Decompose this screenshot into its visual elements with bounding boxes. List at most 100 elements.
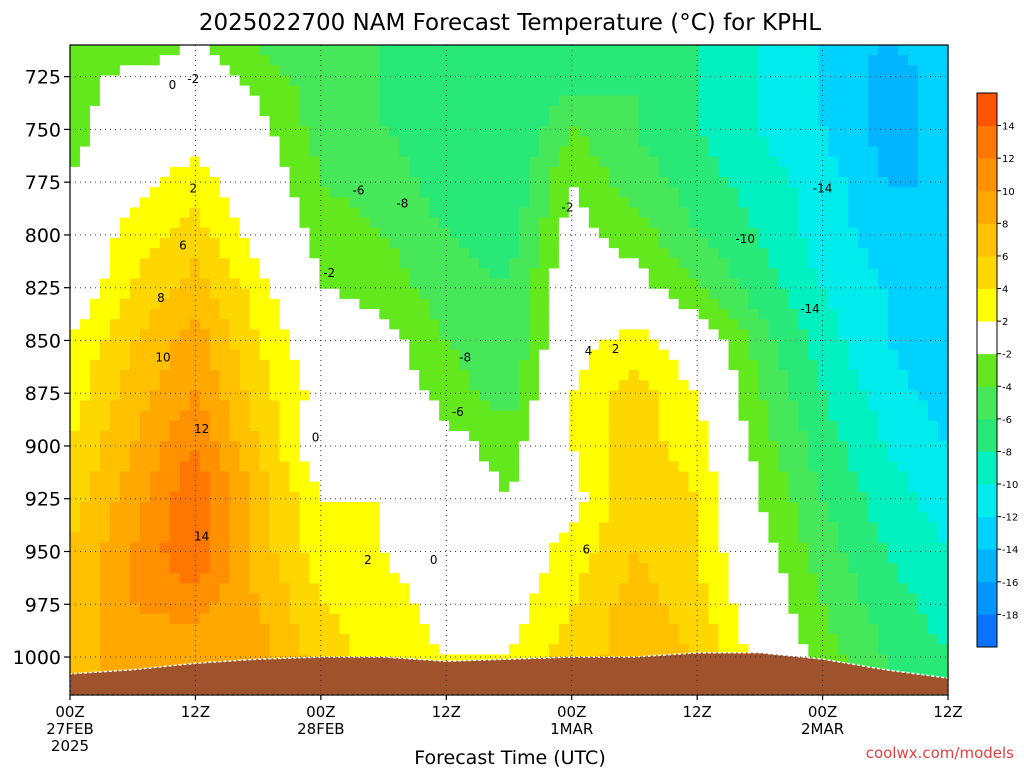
- temperature-cell: [469, 237, 480, 249]
- temperature-cell: [389, 532, 400, 544]
- temperature-cell: [678, 430, 690, 442]
- temperature-cell: [808, 156, 819, 168]
- temperature-cell: [918, 451, 929, 463]
- temperature-cell: [938, 298, 949, 310]
- temperature-cell: [319, 65, 331, 77]
- temperature-cell: [409, 319, 420, 330]
- temperature-cell: [229, 542, 241, 554]
- temperature-cell: [159, 75, 171, 87]
- temperature-cell: [89, 430, 101, 442]
- temperature-cell: [289, 116, 301, 127]
- temperature-cell: [528, 451, 540, 463]
- temperature-cell: [758, 522, 770, 534]
- temperature-cell: [898, 481, 909, 493]
- temperature-cell: [239, 593, 251, 605]
- temperature-cell: [279, 156, 291, 168]
- temperature-cell: [918, 349, 929, 361]
- temperature-cell: [109, 105, 121, 117]
- temperature-cell: [409, 227, 420, 239]
- temperature-cell: [339, 573, 350, 584]
- temperature-cell: [908, 207, 919, 219]
- temperature-cell: [748, 45, 760, 56]
- temperature-cell: [309, 217, 321, 229]
- temperature-cell: [798, 75, 809, 87]
- temperature-cell: [908, 471, 919, 483]
- temperature-cell: [399, 441, 410, 452]
- temperature-cell: [578, 95, 590, 107]
- temperature-cell: [568, 471, 580, 483]
- temperature-cell: [269, 359, 281, 371]
- temperature-cell: [369, 298, 380, 310]
- temperature-cell: [718, 380, 730, 391]
- temperature-cell: [688, 319, 700, 330]
- temperature-cell: [808, 258, 819, 270]
- temperature-cell: [289, 55, 301, 66]
- temperature-cell: [798, 349, 809, 361]
- temperature-cell: [109, 85, 121, 97]
- temperature-cell: [449, 593, 460, 605]
- temperature-cell: [668, 136, 680, 148]
- temperature-cell: [878, 562, 889, 574]
- temperature-cell: [409, 105, 420, 117]
- temperature-cell: [718, 451, 730, 463]
- temperature-cell: [459, 390, 470, 402]
- temperature-cell: [319, 573, 331, 584]
- temperature-cell: [309, 339, 321, 351]
- temperature-cell: [259, 268, 271, 280]
- temperature-cell: [588, 573, 600, 584]
- temperature-cell: [878, 380, 889, 391]
- temperature-cell: [239, 461, 251, 473]
- temperature-cell: [459, 339, 470, 351]
- temperature-cell: [558, 288, 570, 300]
- temperature-cell: [568, 248, 580, 259]
- temperature-cell: [788, 339, 799, 351]
- temperature-cell: [279, 512, 291, 523]
- temperature-cell: [469, 298, 480, 310]
- temperature-cell: [89, 562, 101, 574]
- temperature-cell: [309, 349, 321, 361]
- temperature-cell: [279, 319, 291, 330]
- temperature-cell: [299, 268, 311, 280]
- temperature-cell: [459, 197, 470, 209]
- temperature-cell: [429, 105, 440, 117]
- temperature-cell: [209, 65, 221, 77]
- temperature-cell: [918, 45, 929, 56]
- temperature-cell: [489, 319, 500, 330]
- temperature-cell: [628, 237, 640, 249]
- temperature-cell: [189, 197, 201, 209]
- temperature-cell: [259, 126, 271, 138]
- temperature-cell: [918, 75, 929, 87]
- temperature-cell: [678, 268, 690, 280]
- temperature-cell: [339, 512, 350, 523]
- temperature-cell: [828, 207, 839, 219]
- temperature-cell: [938, 329, 949, 341]
- temperature-cell: [429, 146, 440, 158]
- temperature-cell: [598, 380, 610, 391]
- temperature-cell: [279, 105, 291, 117]
- temperature-cell: [239, 481, 251, 493]
- temperature-cell: [568, 105, 580, 117]
- temperature-cell: [848, 542, 859, 554]
- temperature-cell: [768, 207, 779, 219]
- temperature-cell: [259, 410, 271, 422]
- temperature-cell: [219, 207, 231, 219]
- temperature-cell: [349, 207, 360, 219]
- temperature-cell: [598, 552, 610, 564]
- temperature-cell: [708, 329, 720, 341]
- temperature-cell: [788, 522, 799, 534]
- temperature-cell: [888, 491, 899, 503]
- temperature-cell: [798, 126, 809, 138]
- temperature-cell: [618, 136, 630, 148]
- temperature-cell: [548, 156, 560, 168]
- temperature-cell: [129, 471, 141, 483]
- temperature-cell: [369, 603, 380, 615]
- temperature-cell: [429, 430, 440, 442]
- temperature-cell: [678, 532, 690, 544]
- temperature-cell: [419, 502, 430, 513]
- temperature-cell: [828, 116, 839, 127]
- temperature-cell: [419, 532, 430, 544]
- temperature-cell: [768, 248, 779, 259]
- temperature-cell: [868, 461, 879, 473]
- temperature-cell: [798, 522, 809, 534]
- temperature-cell: [548, 298, 560, 310]
